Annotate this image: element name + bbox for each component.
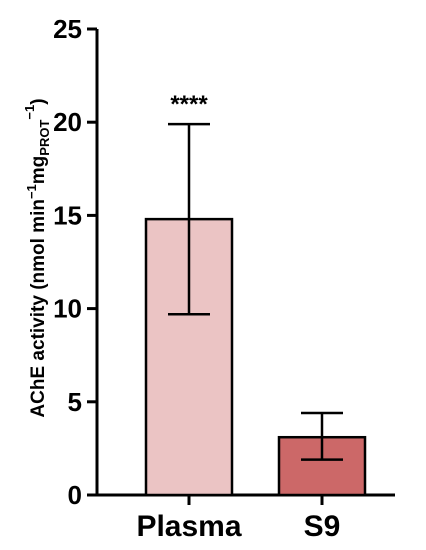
y-axis-label-mid: mg: [28, 156, 49, 185]
axes: [87, 27, 395, 505]
bars: [144, 217, 367, 497]
error-bars: [168, 122, 343, 461]
x-tick-label-s9: S9: [304, 510, 341, 543]
y-tick-label: 20: [53, 107, 82, 137]
y-tick-label: 15: [53, 200, 82, 230]
significance-annotation: ****: [170, 91, 208, 118]
y-tick-label: 0: [68, 480, 82, 510]
labels: 0 5 10 15 20 25 Plasma S9 ****: [53, 14, 340, 543]
y-axis-label-sup2: −1: [22, 105, 37, 120]
y-tick-label: 25: [53, 14, 82, 44]
y-tick-label: 10: [53, 294, 82, 324]
y-axis-label-sub: PROT: [37, 120, 52, 156]
y-tick-label: 5: [68, 387, 82, 417]
y-axis-label: AChE activity (nmol min−1mgPROT−1): [22, 98, 52, 417]
y-axis-label-sup1: −1: [24, 184, 39, 199]
x-tick-label-plasma: Plasma: [136, 510, 241, 543]
y-axis-label-close: ): [28, 98, 49, 104]
y-axis-label-main: AChE activity (nmol min: [28, 199, 49, 418]
